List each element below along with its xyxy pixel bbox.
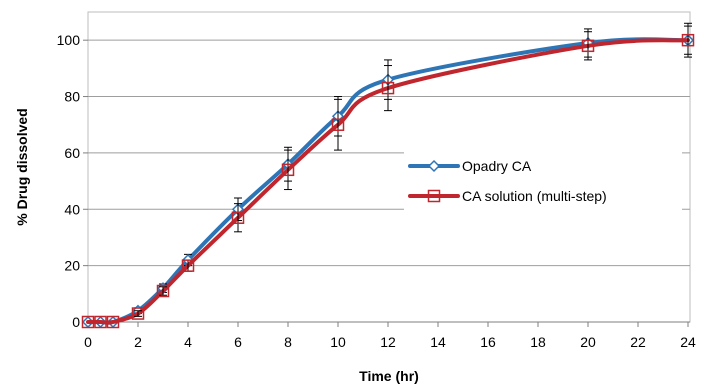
legend-swatch-marker <box>427 189 441 203</box>
data-point-2-6 <box>231 211 245 224</box>
y-axis-ticks: 0 20 40 60 80 100 <box>57 32 88 330</box>
data-point-2-4 <box>156 284 170 298</box>
data-point-2-7 <box>281 163 295 177</box>
error-bar-2-11 <box>684 25 692 55</box>
y-tick-label-80: 80 <box>64 89 80 105</box>
legend-swatch-marker <box>427 159 441 173</box>
x-tick-label-24: 24 <box>680 334 696 350</box>
x-tick-label-6: 6 <box>234 334 242 350</box>
x-tick-label-14: 14 <box>430 334 446 350</box>
legend-item-1: Opadry CA <box>408 158 532 174</box>
data-point-2-10 <box>581 39 595 53</box>
x-axis-title: Time (hr) <box>359 368 419 384</box>
legend-label: CA solution (multi-step) <box>462 188 607 204</box>
legend: Opadry CA CA solution (multi-step) <box>404 147 682 215</box>
legend-box <box>404 147 682 215</box>
data-point-2-0 <box>81 315 95 329</box>
error-bar-2-3 <box>134 310 142 317</box>
data-point-2-5 <box>181 259 195 272</box>
series-2 <box>81 25 695 329</box>
x-tick-label-10: 10 <box>330 334 346 350</box>
legend-label: Opadry CA <box>462 158 532 174</box>
y-tick-label-0: 0 <box>72 314 80 330</box>
x-axis-ticks: 0 2 4 6 8 10 12 14 16 18 20 22 24 <box>84 322 696 350</box>
error-bar-2-6 <box>234 203 242 233</box>
data-point-2-2 <box>106 315 120 329</box>
series-group <box>81 22 695 329</box>
x-tick-label-16: 16 <box>480 334 496 350</box>
error-bar-2-7 <box>284 149 292 191</box>
x-tick-label-20: 20 <box>580 334 596 350</box>
x-tick-label-18: 18 <box>530 334 546 350</box>
y-tick-label-100: 100 <box>57 32 81 48</box>
data-point-2-3 <box>131 307 145 320</box>
x-tick-label-22: 22 <box>630 334 646 350</box>
error-bar-2-9 <box>384 65 392 112</box>
x-tick-label-0: 0 <box>84 334 92 350</box>
y-tick-label-60: 60 <box>64 145 80 161</box>
data-point-2-9 <box>381 81 395 95</box>
y-axis-title: % Drug dissolved <box>14 108 30 225</box>
x-tick-label-2: 2 <box>134 334 142 350</box>
x-tick-label-8: 8 <box>284 334 292 350</box>
data-point-2-8 <box>331 118 345 131</box>
y-tick-label-40: 40 <box>64 201 80 217</box>
y-tick-label-20: 20 <box>64 258 80 274</box>
error-bar-2-4 <box>159 286 167 296</box>
x-tick-label-4: 4 <box>184 334 192 350</box>
legend-item-2: CA solution (multi-step) <box>408 188 607 204</box>
data-point-2-11 <box>681 33 695 47</box>
data-point-2-1 <box>94 315 107 329</box>
error-bar-2-8 <box>334 98 342 151</box>
x-tick-label-12: 12 <box>380 334 396 350</box>
error-bar-2-10 <box>584 31 592 61</box>
